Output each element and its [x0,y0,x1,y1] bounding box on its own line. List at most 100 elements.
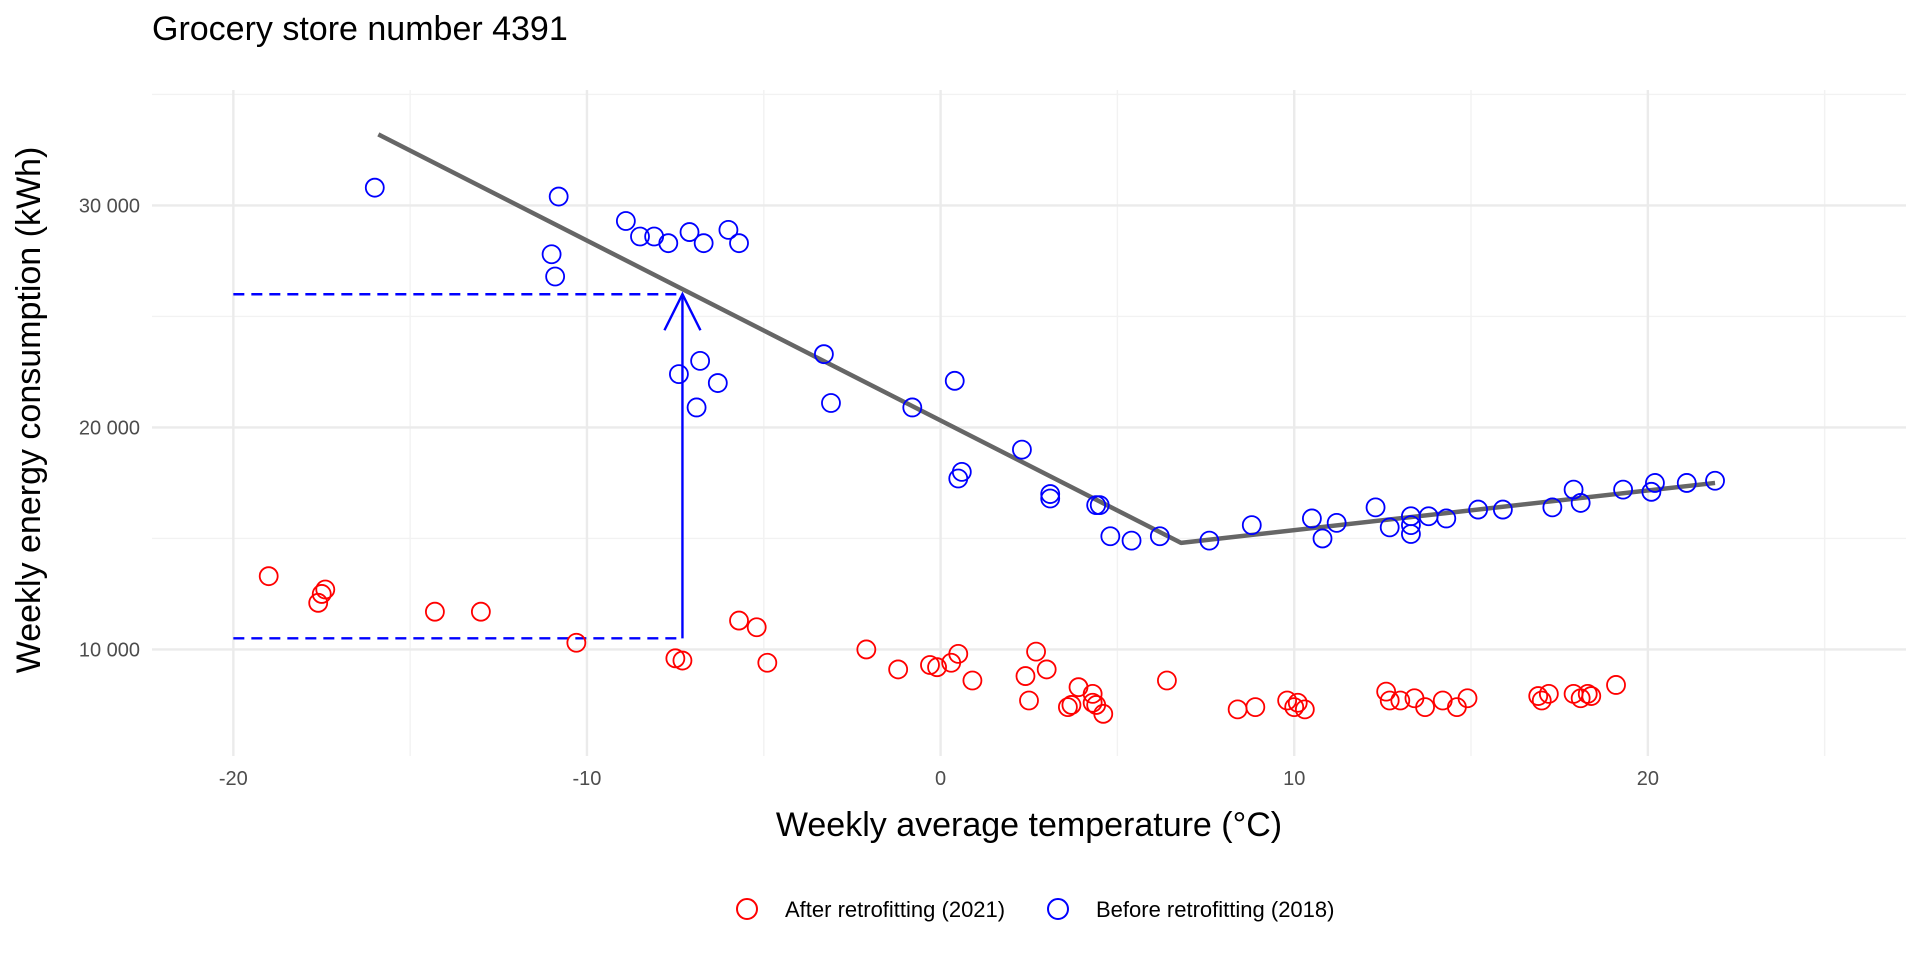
data-point-before [1401,524,1421,544]
data-point-before [1040,484,1061,504]
data-point-after [258,566,279,587]
data-point-after [311,584,332,604]
data-point-after [1432,690,1453,711]
data-point-after [1528,686,1549,706]
data-point-after [1415,697,1435,718]
data-point-before [1645,473,1665,493]
data-point-after [757,652,778,673]
data-point-before [690,350,711,371]
data-point-after [1245,697,1266,718]
data-point-after [1277,690,1298,711]
data-point-after [927,657,947,678]
data-point-after [1227,699,1248,720]
legend-label-after: After retrofitting (2021) [785,897,1005,922]
y-axis-title: Weekly energy consumption (kWh) [10,147,48,674]
data-point-before [693,233,714,254]
data-point-before [548,186,569,207]
data-point-after [962,670,983,691]
y-tick-label: 10 000 [79,639,140,661]
data-point-before [1100,526,1121,547]
data-points-layer [258,177,1725,724]
data-point-after [856,639,877,660]
arrow-head [663,291,702,331]
data-point-after [1036,659,1057,680]
data-point-before [1705,470,1725,491]
data-point-before [1199,530,1220,551]
data-point-before [1121,530,1142,551]
data-point-after [1577,683,1598,704]
data-point-after [948,643,969,664]
data-point-before [1641,481,1662,502]
legend-item-after: After retrofitting (2021) [736,897,1005,922]
data-point-before [1302,508,1322,529]
data-point-after [672,650,693,671]
data-point-after [1379,690,1400,711]
data-point-after [425,601,445,622]
data-point-before [1326,513,1347,533]
data-point-after [470,601,491,622]
data-point-after [1057,697,1078,718]
data-point-after [1294,699,1315,720]
data-point-after [1026,641,1046,662]
data-point-after [1284,697,1305,718]
data-point-before [1542,497,1563,518]
data-point-before [1436,508,1457,529]
data-point-after [1457,688,1478,709]
data-point-before [541,244,562,265]
data-point-after [1093,703,1114,724]
data-point-before [944,370,965,391]
data-point-before [1468,499,1489,520]
y-tick-label: 30 000 [79,195,140,217]
data-point-before [1040,488,1061,509]
data-point-before [1379,517,1400,538]
annotation-layer [233,291,702,640]
data-point-before [1492,499,1513,520]
y-tick-label: 20 000 [79,417,140,439]
fit-line [377,132,1716,546]
data-point-before [679,222,700,242]
data-point-before [1312,528,1333,549]
data-point-before [1676,473,1697,493]
data-point-before [1570,493,1591,513]
data-point-after [888,659,909,680]
data-point-after [1061,695,1082,715]
fit-line-layer [377,132,1716,546]
data-point-after [1531,690,1552,711]
legend: After retrofitting (2021) Before retrofi… [736,897,1334,922]
legend-label-before: Before retrofitting (2018) [1096,897,1334,922]
data-point-after [1019,690,1039,711]
grid-lines [152,90,1906,756]
data-point-before [658,233,679,254]
data-point-before [951,461,972,482]
data-point-before [1089,495,1110,516]
data-point-before [1613,479,1633,500]
data-point-after [729,610,749,631]
data-point-after [1082,692,1103,713]
data-point-after [1068,677,1089,698]
data-point-before [1241,515,1262,536]
data-point-before [669,364,689,385]
data-point-before [615,211,636,231]
data-point-before [1012,439,1032,460]
data-point-after [1082,683,1103,704]
data-point-before [718,219,739,240]
x-axis-title: Weekly average temperature (°C) [776,806,1282,844]
data-point-before [821,393,841,413]
data-point-before [1149,526,1170,547]
x-tick-label: 20 [1637,768,1659,790]
data-point-before [707,373,728,393]
data-point-before [1563,479,1584,500]
data-point-before [644,226,665,247]
data-point-after [1581,686,1602,706]
legend-marker-after [736,898,758,920]
data-point-after [1376,681,1397,702]
data-point-before [1401,515,1421,536]
x-tick-label: -10 [573,768,602,790]
data-point-after [566,632,587,653]
data-point-before [902,397,923,418]
data-point-before [630,226,650,247]
data-point-before [1365,497,1386,518]
data-point-after [746,617,767,638]
x-tick-label: 0 [935,768,946,790]
